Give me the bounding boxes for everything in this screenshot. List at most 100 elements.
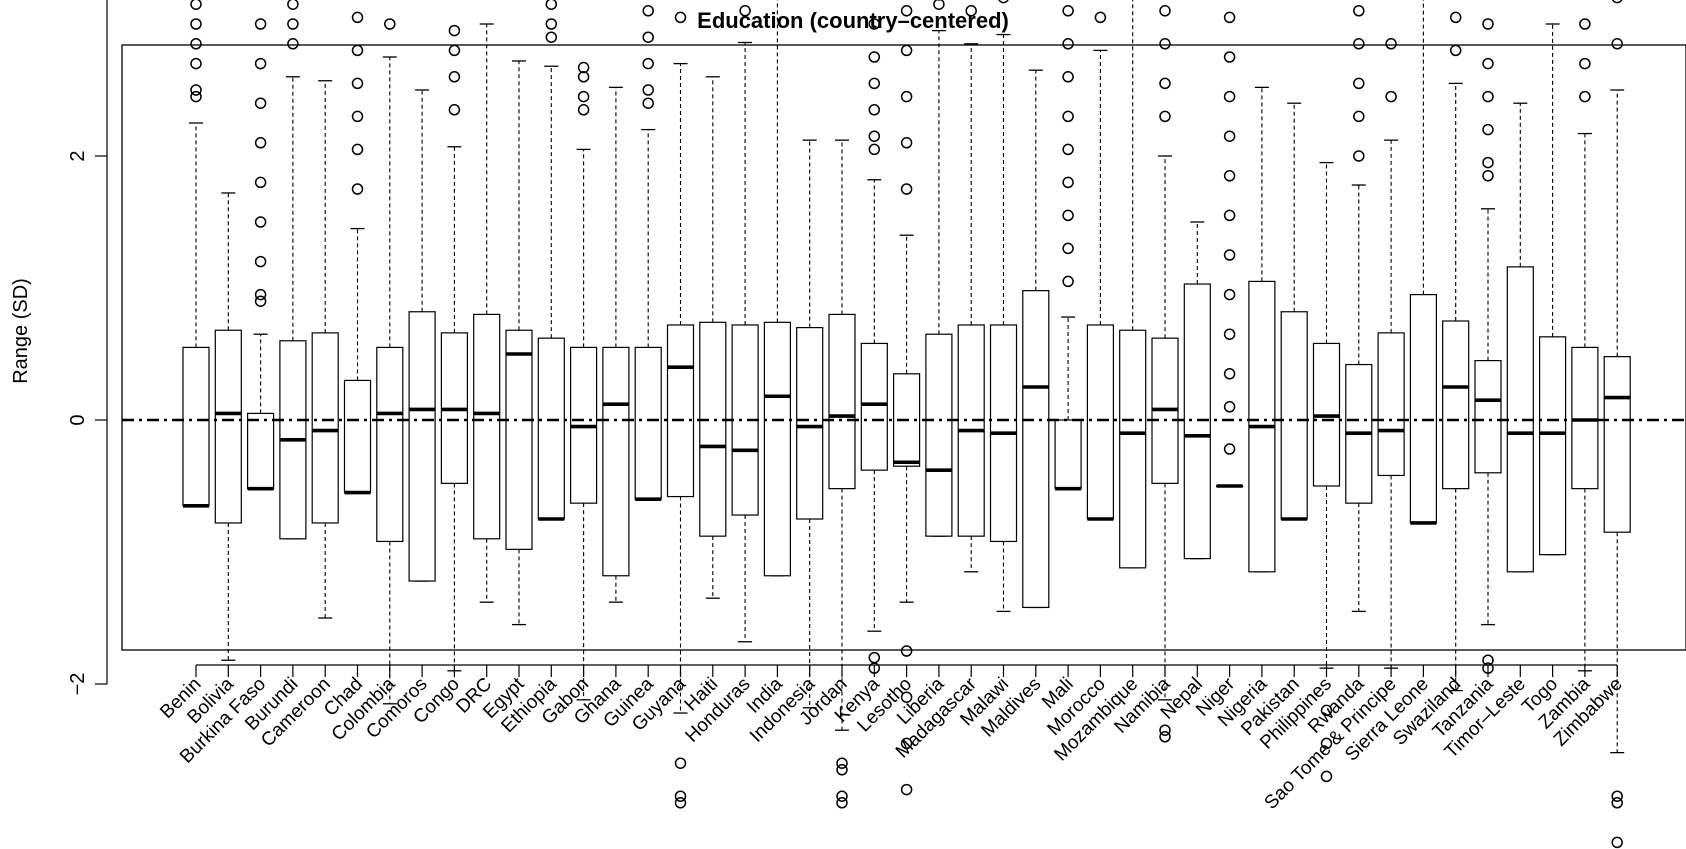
outlier-point — [577, 71, 590, 83]
outlier-point — [254, 97, 267, 109]
outlier-point — [287, 18, 299, 30]
outlier-point — [900, 645, 913, 657]
box-group-23 — [925, 0, 953, 537]
box-group-43 — [1571, 18, 1599, 672]
box-group-28 — [1086, 11, 1115, 520]
box-group-3 — [279, 0, 307, 540]
outlier-point — [868, 51, 881, 63]
outlier-point — [900, 183, 913, 195]
box-iqr — [1538, 336, 1567, 556]
box-iqr — [796, 327, 824, 520]
outlier-point — [1223, 328, 1236, 340]
box-iqr — [1022, 290, 1050, 609]
box-group-1 — [214, 192, 242, 661]
box-group-8 — [440, 24, 468, 672]
outlier-point — [836, 764, 848, 776]
box-group-36 — [1345, 5, 1373, 613]
outlier-point — [1159, 77, 1171, 90]
box-group-25 — [989, 0, 1018, 613]
box-group-44 — [1603, 0, 1631, 849]
box-group-11 — [537, 0, 565, 520]
box-iqr — [602, 346, 630, 577]
box-group-9 — [473, 23, 501, 603]
outlier-point — [1611, 836, 1623, 849]
outlier-point — [545, 0, 558, 10]
box-group-16 — [699, 76, 727, 599]
box-iqr — [182, 346, 210, 507]
box-group-15 — [666, 11, 695, 809]
outlier-point — [254, 137, 267, 149]
outlier-point — [1159, 731, 1171, 743]
box-iqr — [537, 337, 565, 520]
outlier-point — [868, 104, 881, 116]
box-group-24 — [957, 5, 985, 573]
box-iqr — [1571, 346, 1599, 490]
outlier-point — [351, 77, 364, 90]
outlier-point — [900, 5, 913, 17]
box-group-14 — [634, 5, 662, 500]
outlier-point — [1223, 130, 1236, 142]
outlier-point — [190, 18, 202, 30]
y-axis: −2024 — [67, 0, 108, 696]
outlier-point — [545, 31, 558, 43]
box-group-10 — [505, 60, 533, 626]
box-iqr — [1119, 329, 1147, 569]
box-group-26 — [1022, 69, 1050, 609]
outlier-point — [190, 90, 202, 103]
outlier-point — [1353, 77, 1365, 90]
outlier-point — [1482, 90, 1494, 103]
box-iqr — [1474, 360, 1502, 474]
box-iqr — [1377, 332, 1405, 477]
outlier-point — [190, 84, 202, 96]
outlier-point — [1611, 0, 1623, 4]
box-iqr — [247, 412, 275, 490]
box-group-31 — [1183, 221, 1211, 560]
y-axis-label: Range (SD) — [10, 278, 32, 384]
outlier-point — [900, 691, 913, 703]
outlier-point — [674, 11, 687, 24]
y-tick-label: −2 — [67, 673, 89, 696]
outlier-point — [868, 77, 881, 90]
outlier-point — [1159, 110, 1171, 123]
box-iqr — [1183, 283, 1211, 560]
outlier-point — [1320, 737, 1333, 750]
outlier-point — [1223, 443, 1236, 455]
outlier-point — [1482, 156, 1494, 169]
outlier-point — [1611, 797, 1623, 809]
outlier-point — [1223, 51, 1236, 63]
outlier-point — [1062, 110, 1074, 123]
outlier-point — [900, 137, 913, 149]
outlier-point — [1159, 38, 1171, 50]
outlier-point — [1353, 150, 1365, 162]
outlier-point — [868, 18, 881, 30]
box-group-7 — [408, 89, 436, 582]
outlier-point — [1353, 5, 1365, 17]
box-iqr — [828, 313, 856, 490]
outlier-point — [254, 176, 267, 189]
outlier-point — [384, 18, 396, 30]
box-group-27 — [1054, 5, 1082, 490]
outlier-point — [448, 71, 461, 83]
median-layer — [183, 352, 1631, 525]
outlier-point — [642, 97, 654, 109]
outlier-point — [1223, 209, 1236, 222]
outlier-point — [254, 295, 267, 307]
box-iqr — [473, 313, 501, 540]
outlier-point — [642, 31, 654, 43]
outlier-point — [836, 757, 848, 769]
outlier-point — [674, 797, 687, 809]
box-group-38 — [1409, 0, 1438, 524]
outlier-point — [545, 18, 558, 30]
box-group-33 — [1248, 86, 1276, 573]
outlier-point — [1223, 90, 1236, 103]
outlier-point — [1320, 704, 1333, 717]
outlier-point — [1159, 724, 1171, 736]
outlier-point — [577, 61, 590, 74]
box-group-42 — [1538, 23, 1567, 556]
box-group-34 — [1280, 102, 1308, 520]
outlier-point — [1223, 401, 1236, 413]
outlier-point — [1385, 38, 1397, 50]
box-iqr — [1280, 311, 1308, 520]
outlier-point — [868, 143, 881, 156]
outlier-point — [190, 38, 202, 50]
